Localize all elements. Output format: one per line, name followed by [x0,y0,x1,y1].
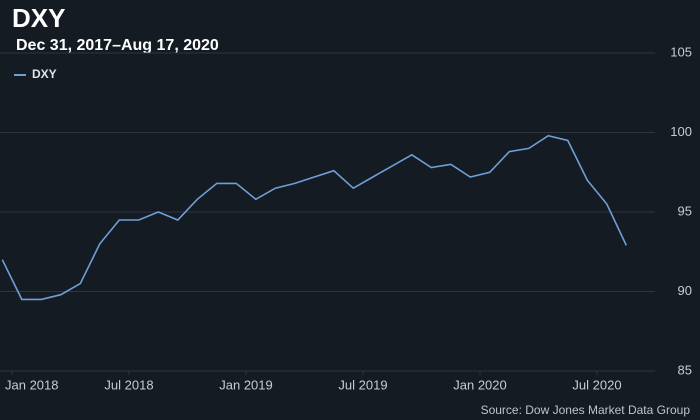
data-line [1,134,628,301]
x-tick-label: Jul 2020 [572,377,621,392]
y-tick-label: 95 [678,203,692,218]
x-tick-label: Jan 2019 [219,377,273,392]
y-tick-label: 90 [678,283,692,298]
legend-label: DXY [32,67,57,81]
source-note: Source: Dow Jones Market Data Group [481,403,691,417]
x-tick-label: Jul 2019 [338,377,387,392]
y-tick-label: 105 [670,44,692,59]
y-tick-label: 100 [670,124,692,139]
x-tick-label: Jul 2018 [104,377,153,392]
y-tick-label: 85 [678,362,692,377]
x-tick-label: Jan 2020 [453,377,507,392]
x-tick-label: Jan 2018 [5,377,59,392]
chart-title: DXY [12,3,65,33]
chart-subtitle: Dec 31, 2017–Aug 17, 2020 [16,37,219,54]
